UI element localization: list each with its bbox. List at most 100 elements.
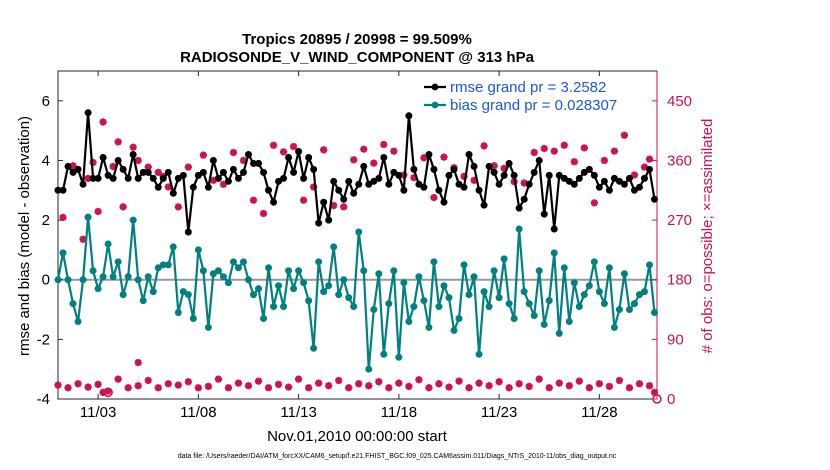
obs-assimilated-marker (194, 384, 202, 392)
series-point-rmse (575, 174, 583, 182)
x-axis-label: Nov.01,2010 00:00:00 start (267, 428, 448, 445)
series-point-rmse (500, 171, 508, 179)
series-point-rmse (635, 183, 643, 191)
obs-assimilated-marker (435, 380, 443, 388)
obs-assimilated-marker (595, 380, 603, 388)
series-point-bias (620, 270, 628, 278)
series-point-rmse (420, 183, 428, 191)
obs-assimilated-marker (184, 163, 192, 171)
plot-area: -4 -2 0 2 4 6 0 90 180 270 360 450 11/03 11/08 11/13 11… (37, 70, 692, 421)
obs-assimilated-marker (405, 382, 413, 391)
series-point-rmse (595, 183, 603, 191)
obs-assimilated-marker (209, 176, 217, 184)
obs-assimilated-marker (460, 172, 468, 180)
series-point-bias (560, 264, 568, 272)
series-point-rmse (640, 174, 648, 182)
legend-swatch-marker (431, 101, 439, 109)
obs-assimilated-marker (164, 380, 172, 388)
series-point-bias (219, 273, 227, 281)
series-point-rmse (535, 156, 543, 164)
series-point-bias (430, 258, 438, 266)
series-point-rmse (154, 183, 162, 191)
obs-assimilated-marker (164, 183, 172, 191)
series-point-rmse (144, 168, 152, 176)
obs-assimilated-marker (630, 171, 639, 179)
series-point-rmse (490, 168, 498, 176)
obs-assimilated-marker (269, 141, 278, 149)
series-point-rmse (540, 210, 548, 218)
obs-assimilated-marker (385, 384, 393, 392)
y2-tick-label: 360 (667, 152, 692, 169)
obs-assimilated-marker (54, 381, 62, 389)
series-point-rmse (510, 171, 518, 179)
series-point-rmse (620, 180, 628, 188)
series-point-rmse (315, 219, 323, 227)
series-point-bias (99, 273, 107, 281)
obs-assimilated-marker (244, 382, 253, 390)
obs-assimilated-marker (625, 384, 634, 392)
series-point-rmse (94, 174, 102, 182)
obs-assimilated-marker (645, 155, 654, 163)
obs-assimilated-marker (154, 168, 162, 176)
obs-assimilated-marker (550, 147, 558, 155)
series-point-bias (525, 300, 533, 308)
obs-assimilated-marker (465, 384, 473, 392)
chart-title-line-2: RADIOSONDE_V_WIND_COMPONENT @ 313 hPa (180, 49, 535, 66)
obs-assimilated-marker (259, 209, 268, 218)
series-point-rmse (320, 198, 328, 206)
series-point-bias (184, 291, 192, 299)
obs-assimilated-marker (440, 153, 448, 161)
obs-assimilated-marker (119, 203, 127, 211)
series-point-bias (360, 267, 368, 275)
obs-assimilated-marker (640, 163, 649, 171)
obs-assimilated-marker (184, 378, 192, 386)
series-point-rmse (169, 189, 177, 197)
series-point-bias (64, 276, 72, 284)
series-point-rmse (395, 171, 403, 179)
series-point-bias (460, 261, 468, 269)
obs-assimilated-marker (154, 384, 162, 392)
series-point-bias (555, 329, 563, 337)
series-point-bias (575, 303, 583, 311)
obs-assimilated-marker (340, 203, 348, 211)
series-point-bias (550, 249, 558, 257)
obs-assimilated-marker (480, 142, 488, 150)
series-point-rmse (645, 165, 653, 173)
series-point-rmse (345, 177, 353, 185)
series-point-rmse (485, 162, 493, 170)
series-point-bias (144, 273, 152, 281)
series-point-rmse (520, 195, 528, 203)
series-point-rmse (480, 201, 488, 209)
obs-assimilated-marker (430, 193, 438, 202)
series-point-rmse (59, 186, 67, 194)
series-point-bias (345, 294, 353, 302)
series-point-rmse (570, 180, 578, 188)
series-point-bias (94, 285, 102, 293)
obs-assimilated-marker (320, 146, 328, 154)
obs-assimilated-marker (520, 179, 528, 187)
obs-assimilated-marker (204, 382, 212, 391)
series-point-bias (124, 273, 132, 281)
series-point-rmse (305, 153, 313, 161)
y2-tick-label: 90 (667, 331, 684, 348)
y-tick-label: 6 (42, 93, 50, 110)
series-point-bias (79, 276, 87, 284)
series-point-bias (275, 282, 283, 290)
obs-assimilated-marker (254, 377, 263, 385)
series-point-bias (244, 276, 252, 284)
obs-assimilated-marker (535, 375, 543, 383)
series-point-bias (199, 267, 207, 275)
series-point-rmse (435, 186, 443, 194)
series-point-bias (315, 258, 323, 266)
series-point-bias (490, 267, 498, 275)
series-point-bias (470, 273, 478, 281)
series-point-bias (435, 303, 443, 311)
series-point-bias (420, 297, 428, 305)
series-point-bias (89, 267, 97, 275)
series-point-rmse (74, 165, 82, 173)
obs-assimilated-marker (224, 384, 233, 392)
obs-assimilated-marker (470, 176, 478, 184)
series-point-bias (129, 216, 137, 224)
obs-assimilated-marker (330, 201, 338, 210)
series-point-bias (580, 291, 588, 299)
